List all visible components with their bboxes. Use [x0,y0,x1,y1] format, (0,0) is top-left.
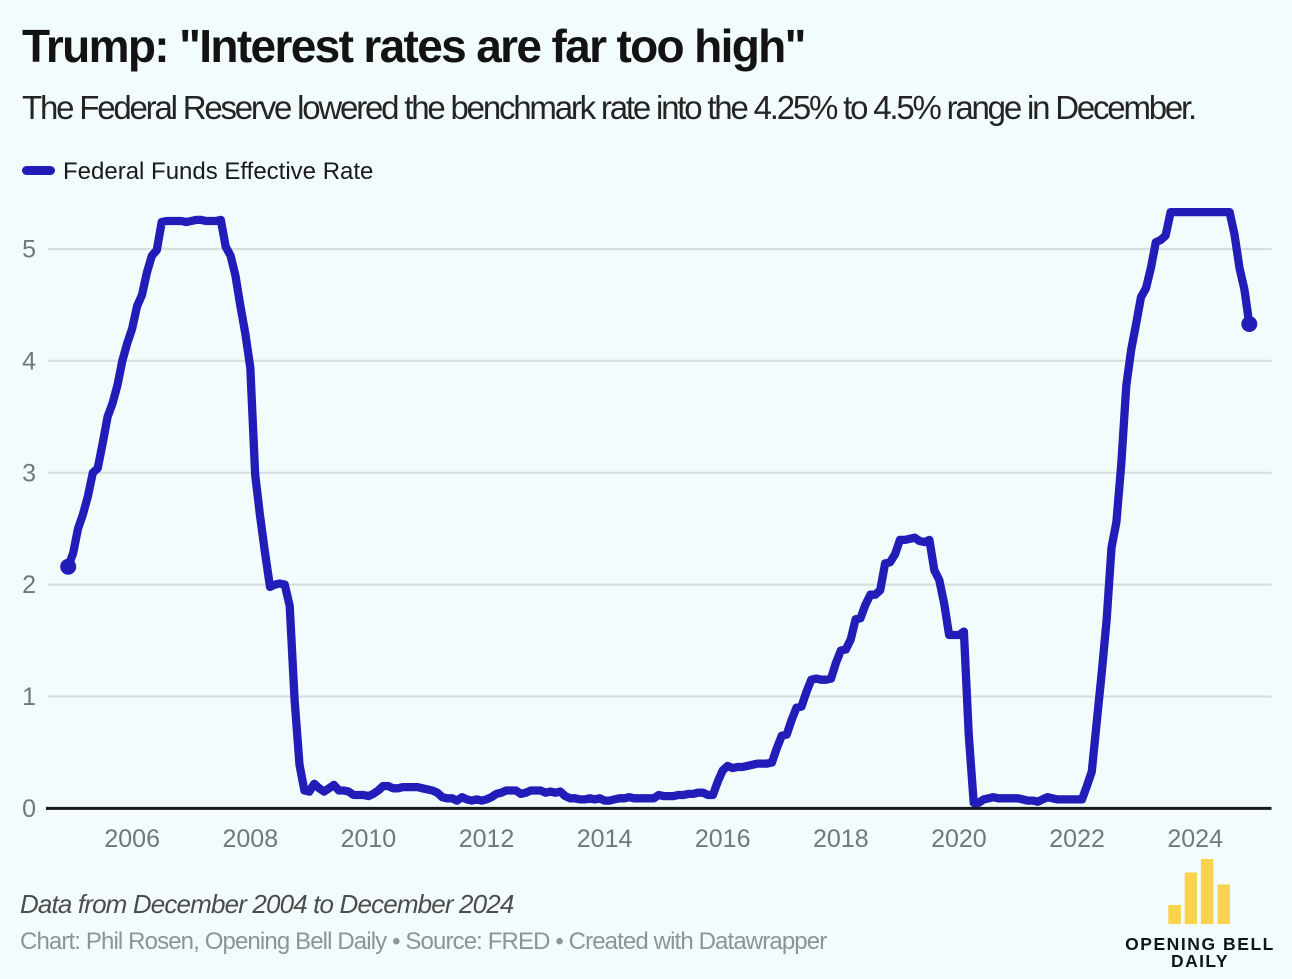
svg-text:3: 3 [22,459,36,487]
svg-text:2018: 2018 [813,825,869,853]
svg-text:2006: 2006 [104,825,160,853]
svg-text:0: 0 [22,795,36,823]
svg-text:5: 5 [22,236,36,264]
svg-text:2012: 2012 [459,825,515,853]
svg-text:2: 2 [22,571,36,599]
svg-text:2022: 2022 [1049,825,1105,853]
svg-text:2014: 2014 [577,825,633,853]
svg-text:2008: 2008 [222,825,278,853]
svg-text:2024: 2024 [1167,825,1223,853]
svg-text:2016: 2016 [695,825,751,853]
svg-text:2020: 2020 [931,825,987,853]
svg-text:1: 1 [22,683,36,711]
svg-text:2010: 2010 [341,825,397,853]
svg-text:4: 4 [22,347,36,375]
